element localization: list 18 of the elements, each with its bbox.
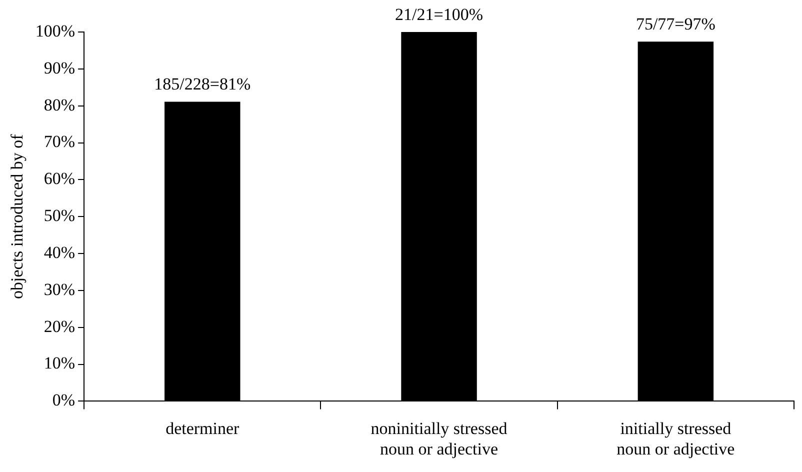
y-tick-label: 20%	[44, 316, 76, 336]
data-label: 185/228=81%	[154, 74, 251, 94]
data-label: 75/77=97%	[636, 14, 716, 34]
y-tick-label: 40%	[44, 242, 76, 262]
y-tick-label: 50%	[44, 206, 76, 226]
data-label: 21/21=100%	[395, 4, 484, 24]
y-tick-label: 0%	[52, 390, 76, 410]
y-tick-label: 90%	[44, 58, 76, 78]
y-tick-label: 70%	[44, 132, 76, 152]
y-tick-label: 100%	[35, 21, 76, 40]
x-tick-label: initially stressed noun or adjective	[616, 418, 735, 458]
y-tick-label: 10%	[44, 354, 76, 373]
y-axis-title: objects introduced by of	[8, 134, 27, 299]
x-tick-label: noninitially stressed noun or adjective	[370, 418, 508, 458]
x-tick-label: determiner	[166, 418, 240, 438]
y-tick-label: 30%	[44, 280, 76, 299]
y-tick-label: 60%	[44, 169, 76, 188]
y-tick-label: 80%	[44, 95, 76, 114]
